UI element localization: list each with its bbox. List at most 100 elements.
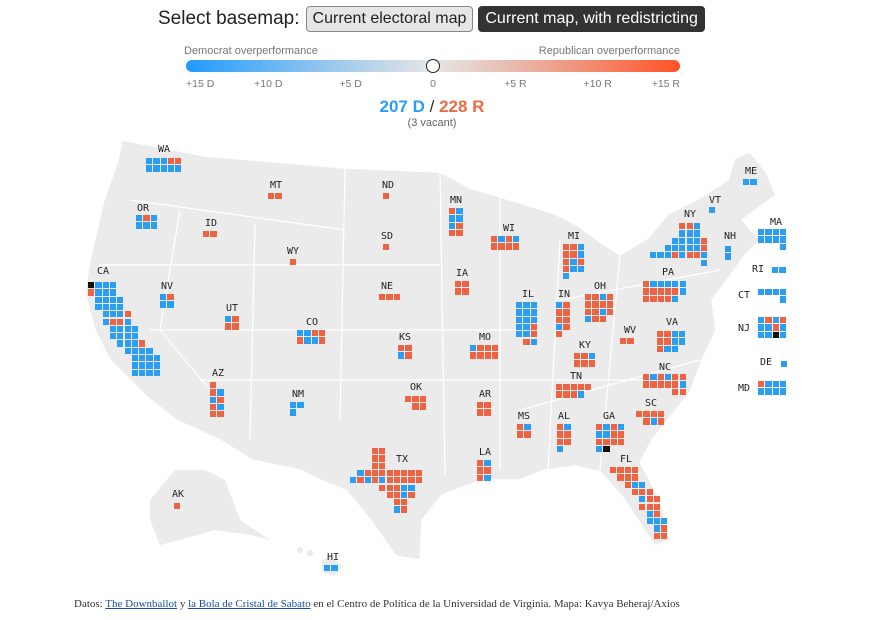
district-tile-pa-rep[interactable] xyxy=(664,295,672,302)
district-tile-sc-rep[interactable] xyxy=(657,411,665,418)
district-tile-tx-rep[interactable] xyxy=(401,477,408,484)
district-tile-nc-rep[interactable] xyxy=(664,381,672,388)
district-tile-tx-rep[interactable] xyxy=(386,477,393,484)
district-tile-ms-dem[interactable] xyxy=(524,424,531,431)
district-tile-tx-dem[interactable] xyxy=(379,477,386,484)
district-tile-nc-rep[interactable] xyxy=(650,381,657,388)
district-tile-il-dem[interactable] xyxy=(530,338,537,345)
district-tile-tx-rep[interactable] xyxy=(364,469,371,477)
district-tile-il-dem[interactable] xyxy=(523,316,530,323)
district-tile-il-dem[interactable] xyxy=(516,323,523,331)
district-tile-fl-dem[interactable] xyxy=(639,481,646,488)
district-tile-va-rep[interactable] xyxy=(657,331,664,338)
district-tile-ca-dem[interactable] xyxy=(109,333,117,340)
district-tile-tx-dem[interactable] xyxy=(393,506,401,513)
district-tile-co-dem[interactable] xyxy=(304,330,311,337)
district-tile-ga-rep[interactable] xyxy=(610,431,617,438)
district-tile-ny-dem[interactable] xyxy=(679,244,686,252)
district-tile-va-rep[interactable] xyxy=(664,331,671,338)
district-tile-nj-rep[interactable] xyxy=(765,317,772,324)
current-electoral-map-button[interactable]: Current electoral map xyxy=(305,6,474,32)
district-tile-mi-dem[interactable] xyxy=(577,251,584,258)
district-tile-in-rep[interactable] xyxy=(556,309,563,316)
district-tile-ny-dem[interactable] xyxy=(701,259,708,266)
district-tile-ca-dem[interactable] xyxy=(95,296,102,303)
district-tile-oh-rep[interactable] xyxy=(592,308,599,315)
district-tile-il-dem[interactable] xyxy=(530,309,537,316)
district-tile-wy-rep[interactable] xyxy=(290,259,297,266)
district-tile-ky-dem[interactable] xyxy=(588,353,595,360)
district-tile-il-dem[interactable] xyxy=(516,316,523,323)
district-tile-ga-rep[interactable] xyxy=(596,424,603,431)
district-tile-ma-dem[interactable] xyxy=(779,229,787,236)
district-tile-nj-dem[interactable] xyxy=(758,324,765,331)
district-tile-mn-dem[interactable] xyxy=(449,215,456,222)
district-tile-mo-rep[interactable] xyxy=(477,352,484,359)
district-tile-ny-dem[interactable] xyxy=(701,252,708,259)
district-tile-pa-rep[interactable] xyxy=(643,281,650,288)
district-tile-co-dem[interactable] xyxy=(304,337,311,344)
district-tile-nc-dem[interactable] xyxy=(650,374,657,381)
district-tile-tx-rep[interactable] xyxy=(379,469,386,477)
district-tile-ga-rep[interactable] xyxy=(617,438,625,445)
district-tile-nv-rep[interactable] xyxy=(167,294,174,301)
district-tile-ia-rep[interactable] xyxy=(455,288,462,295)
district-tile-nc-dem[interactable] xyxy=(679,381,686,388)
district-tile-ca-dem[interactable] xyxy=(131,325,139,333)
district-tile-or-dem[interactable] xyxy=(136,222,143,229)
district-tile-pa-dem[interactable] xyxy=(679,288,686,295)
district-tile-il-dem[interactable] xyxy=(530,302,537,309)
district-tile-nj-dem[interactable] xyxy=(779,324,787,331)
district-tile-al-rep[interactable] xyxy=(557,438,564,445)
district-tile-oh-rep[interactable] xyxy=(606,301,614,308)
district-tile-wa-dem[interactable] xyxy=(160,165,167,172)
district-tile-pa-dem[interactable] xyxy=(679,281,686,288)
district-tile-la-rep[interactable] xyxy=(477,474,484,481)
district-tile-al-rep[interactable] xyxy=(564,438,571,445)
district-tile-mi-dem[interactable] xyxy=(570,265,577,273)
district-tile-nd-rep[interactable] xyxy=(383,193,390,200)
district-tile-fl-rep[interactable] xyxy=(646,496,653,503)
district-tile-tx-rep[interactable] xyxy=(379,484,386,491)
slider-handle[interactable] xyxy=(426,59,440,73)
district-tile-ak-rep[interactable] xyxy=(174,503,181,510)
district-tile-tx-rep[interactable] xyxy=(408,491,415,499)
district-tile-tx-rep[interactable] xyxy=(393,469,401,477)
district-tile-tn-rep[interactable] xyxy=(570,384,577,391)
district-tile-ny-dem[interactable] xyxy=(657,252,664,259)
district-tile-ct-dem[interactable] xyxy=(765,289,772,296)
district-tile-ok-rep[interactable] xyxy=(412,396,419,403)
district-tile-fl-rep[interactable] xyxy=(646,503,653,510)
district-tile-mi-rep[interactable] xyxy=(563,258,570,265)
district-tile-nh-dem[interactable] xyxy=(725,246,732,253)
district-tile-ga-rep[interactable] xyxy=(610,424,617,431)
district-tile-nc-rep[interactable] xyxy=(679,388,686,395)
district-tile-co-dem[interactable] xyxy=(311,337,318,344)
district-tile-fl-rep[interactable] xyxy=(653,510,661,518)
district-tile-ca-rep[interactable] xyxy=(88,289,95,296)
district-tile-tn-rep[interactable] xyxy=(563,384,570,391)
district-tile-il-dem[interactable] xyxy=(523,309,530,316)
district-tile-or-dem[interactable] xyxy=(150,222,157,229)
district-tile-ga-dem[interactable] xyxy=(603,424,610,431)
district-tile-mo-rep[interactable] xyxy=(491,345,499,352)
district-tile-or-dem[interactable] xyxy=(143,222,150,229)
district-tile-il-dem[interactable] xyxy=(530,316,537,323)
district-tile-or-dem[interactable] xyxy=(136,215,143,222)
redistricting-map-button[interactable]: Current map, with redistricting xyxy=(478,6,705,32)
district-tile-ca-dem[interactable] xyxy=(153,362,160,369)
district-tile-va-rep[interactable] xyxy=(657,338,664,345)
district-tile-va-dem[interactable] xyxy=(671,345,678,352)
district-tile-ca-dem[interactable] xyxy=(146,347,153,354)
district-tile-tx-rep[interactable] xyxy=(415,477,422,484)
district-tile-tx-dem[interactable] xyxy=(357,469,364,477)
district-tile-mi-dem[interactable] xyxy=(570,258,577,265)
district-tile-tx-rep[interactable] xyxy=(357,477,364,484)
district-tile-ca-dem[interactable] xyxy=(139,355,146,362)
district-tile-il-rep[interactable] xyxy=(530,331,537,338)
district-tile-mi-dem[interactable] xyxy=(577,265,584,273)
district-tile-il-dem[interactable] xyxy=(523,323,530,331)
district-tile-az-dem[interactable] xyxy=(217,389,224,396)
district-tile-nj-rep[interactable] xyxy=(779,317,787,324)
district-tile-ut-dem[interactable] xyxy=(225,316,232,323)
